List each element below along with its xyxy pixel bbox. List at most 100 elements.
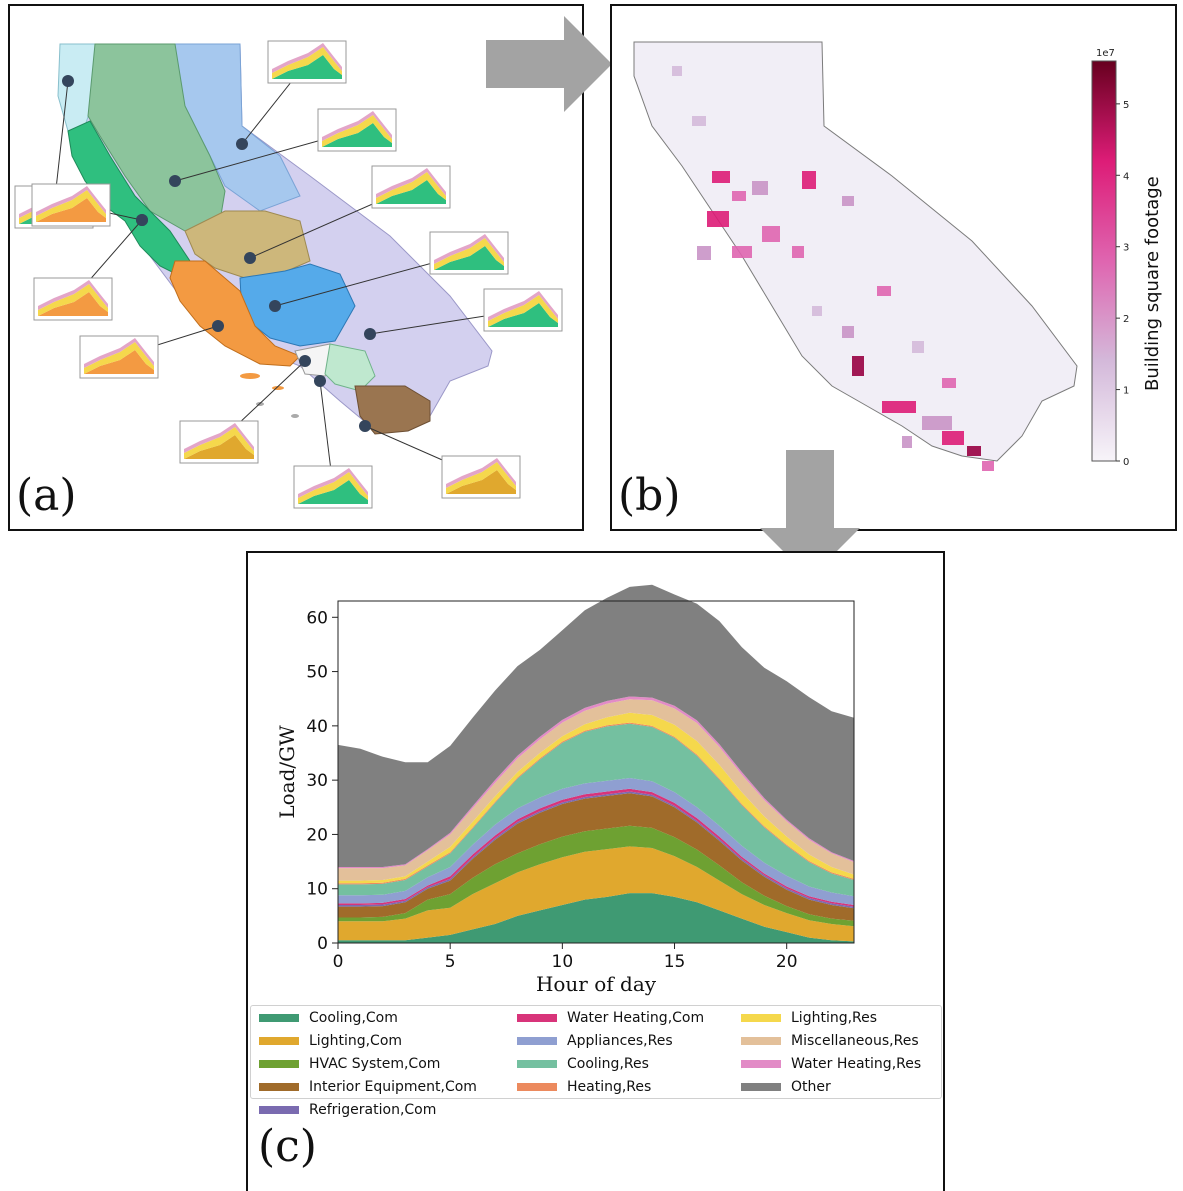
area-series — [338, 825, 854, 927]
panel-label-b: (b) — [618, 470, 681, 521]
legend-swatch — [259, 1014, 299, 1022]
legend-item: Lighting,Com — [259, 1033, 402, 1049]
area-series — [338, 893, 854, 943]
panel-c-load-chart: 0 5 10 15 20 0 10 20 30 40 50 60 Hour of day Load/… — [246, 551, 945, 1191]
panel-label-a: (a) — [16, 470, 77, 521]
legend-swatch — [741, 1060, 781, 1068]
region-marker — [236, 138, 248, 150]
legend-item: Refrigeration,Com — [259, 1102, 436, 1118]
x-tick-label: 0 — [333, 952, 344, 972]
footage-patch — [902, 436, 912, 448]
region-marker — [359, 420, 371, 432]
footage-patch — [712, 171, 730, 183]
footage-patch — [732, 246, 752, 258]
colorbar-label: Building square footage — [1142, 176, 1163, 391]
legend-swatch — [517, 1037, 557, 1045]
legend-swatch — [517, 1014, 557, 1022]
mini-profile-area — [298, 480, 368, 504]
footage-patch — [697, 246, 711, 260]
state-outline — [633, 41, 1078, 462]
footage-patch — [942, 378, 956, 388]
region-marker — [62, 75, 74, 87]
footage-patch — [752, 181, 768, 195]
legend-label: Refrigeration,Com — [309, 1102, 437, 1118]
area-series — [338, 778, 854, 905]
arrow-right — [486, 16, 612, 112]
mini-profile-area — [434, 246, 504, 270]
legend-label: HVAC System,Com — [309, 1056, 441, 1072]
chart-areas — [338, 584, 854, 943]
colorbar-tick-label: 5 — [1123, 100, 1129, 111]
legend-item: Other — [741, 1079, 831, 1095]
legend-label: Interior Equipment,Com — [309, 1079, 477, 1095]
legend-swatch — [517, 1060, 557, 1068]
legend-item: Cooling,Res — [517, 1056, 649, 1072]
footage-patch — [877, 286, 891, 296]
footage-patch — [942, 431, 964, 445]
mini-profile-area — [184, 435, 254, 459]
legend-item: Cooling,Com — [259, 1010, 398, 1026]
mini-profile-area — [446, 462, 516, 494]
y-axis-ticks: 0 10 20 30 40 50 60 — [306, 608, 338, 954]
mini-profile-area — [376, 180, 446, 204]
legend-swatch — [259, 1060, 299, 1068]
colorbar-ticks: 0 1 2 3 4 5 — [1116, 100, 1129, 468]
mini-profile-area — [36, 190, 106, 222]
y-tick-label: 10 — [306, 880, 328, 900]
legend-item: Appliances,Res — [517, 1033, 673, 1049]
y-tick-label: 0 — [317, 934, 328, 954]
colorbar-exponent: 1e7 — [1096, 48, 1115, 59]
y-tick-label: 30 — [306, 771, 328, 791]
y-tick-label: 40 — [306, 717, 328, 737]
colorbar-tick-label: 2 — [1123, 314, 1129, 325]
colorbar-tick-label: 1 — [1123, 386, 1129, 397]
legend-swatch — [259, 1037, 299, 1045]
map-region-sandiego — [354, 385, 431, 435]
legend-item: HVAC System,Com — [259, 1056, 440, 1072]
region-marker — [364, 328, 376, 340]
x-tick-label: 20 — [776, 952, 798, 972]
legend-label: Water Heating,Res — [791, 1056, 922, 1072]
footage-patch — [922, 416, 952, 430]
legend-label: Appliances,Res — [567, 1033, 673, 1049]
map-region-centralcoast — [169, 260, 301, 367]
mini-profile-area — [446, 470, 516, 494]
colorbar — [1091, 60, 1117, 462]
footage-patch — [842, 326, 854, 338]
y-tick-label: 50 — [306, 663, 328, 683]
region-marker — [212, 320, 224, 332]
profile-callouts — [14, 40, 563, 509]
area-series — [338, 788, 854, 907]
chart-legend: Cooling,Com Lighting,Com HVAC System,Com In… — [250, 1005, 942, 1118]
region-marker — [314, 375, 326, 387]
plot-frame — [337, 600, 855, 944]
panel-b-footage-map: 1e7 0 1 2 3 4 5 Building square footage (b) — [610, 4, 1177, 531]
footage-patch — [732, 191, 746, 201]
region-marker — [169, 175, 181, 187]
x-axis-ticks: 0 5 10 15 20 — [333, 943, 798, 972]
mini-profile-area — [36, 198, 106, 222]
legend-label: Cooling,Com — [309, 1010, 398, 1026]
legend-item: Heating,Res — [517, 1079, 651, 1095]
legend-label: Cooling,Res — [567, 1056, 649, 1072]
footage-patches — [672, 66, 994, 471]
region-marker — [244, 252, 256, 264]
mini-profile-area — [488, 303, 558, 327]
mini-profile-area — [184, 427, 254, 459]
area-series — [338, 699, 854, 881]
area-series — [338, 846, 854, 942]
legend-label: Heating,Res — [567, 1079, 652, 1095]
y-axis-label: Load/GW — [275, 725, 299, 819]
footage-patch — [707, 211, 729, 227]
legend-item: Interior Equipment,Com — [259, 1079, 477, 1095]
regional-map-figure — [14, 40, 563, 509]
x-tick-label: 10 — [552, 952, 574, 972]
area-series — [338, 584, 854, 867]
mini-profile-area — [272, 55, 342, 79]
legend-swatch — [259, 1106, 299, 1114]
legend-swatch — [741, 1037, 781, 1045]
legend-item: Water Heating,Com — [517, 1010, 704, 1026]
footage-patch — [792, 246, 804, 258]
colorbar-tick-label: 4 — [1123, 171, 1129, 182]
legend-label: Lighting,Com — [309, 1033, 403, 1049]
